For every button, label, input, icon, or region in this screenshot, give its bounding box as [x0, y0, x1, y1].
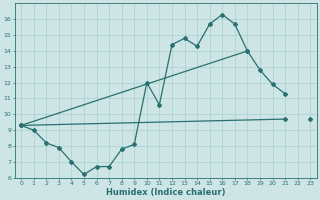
X-axis label: Humidex (Indice chaleur): Humidex (Indice chaleur) — [106, 188, 225, 197]
